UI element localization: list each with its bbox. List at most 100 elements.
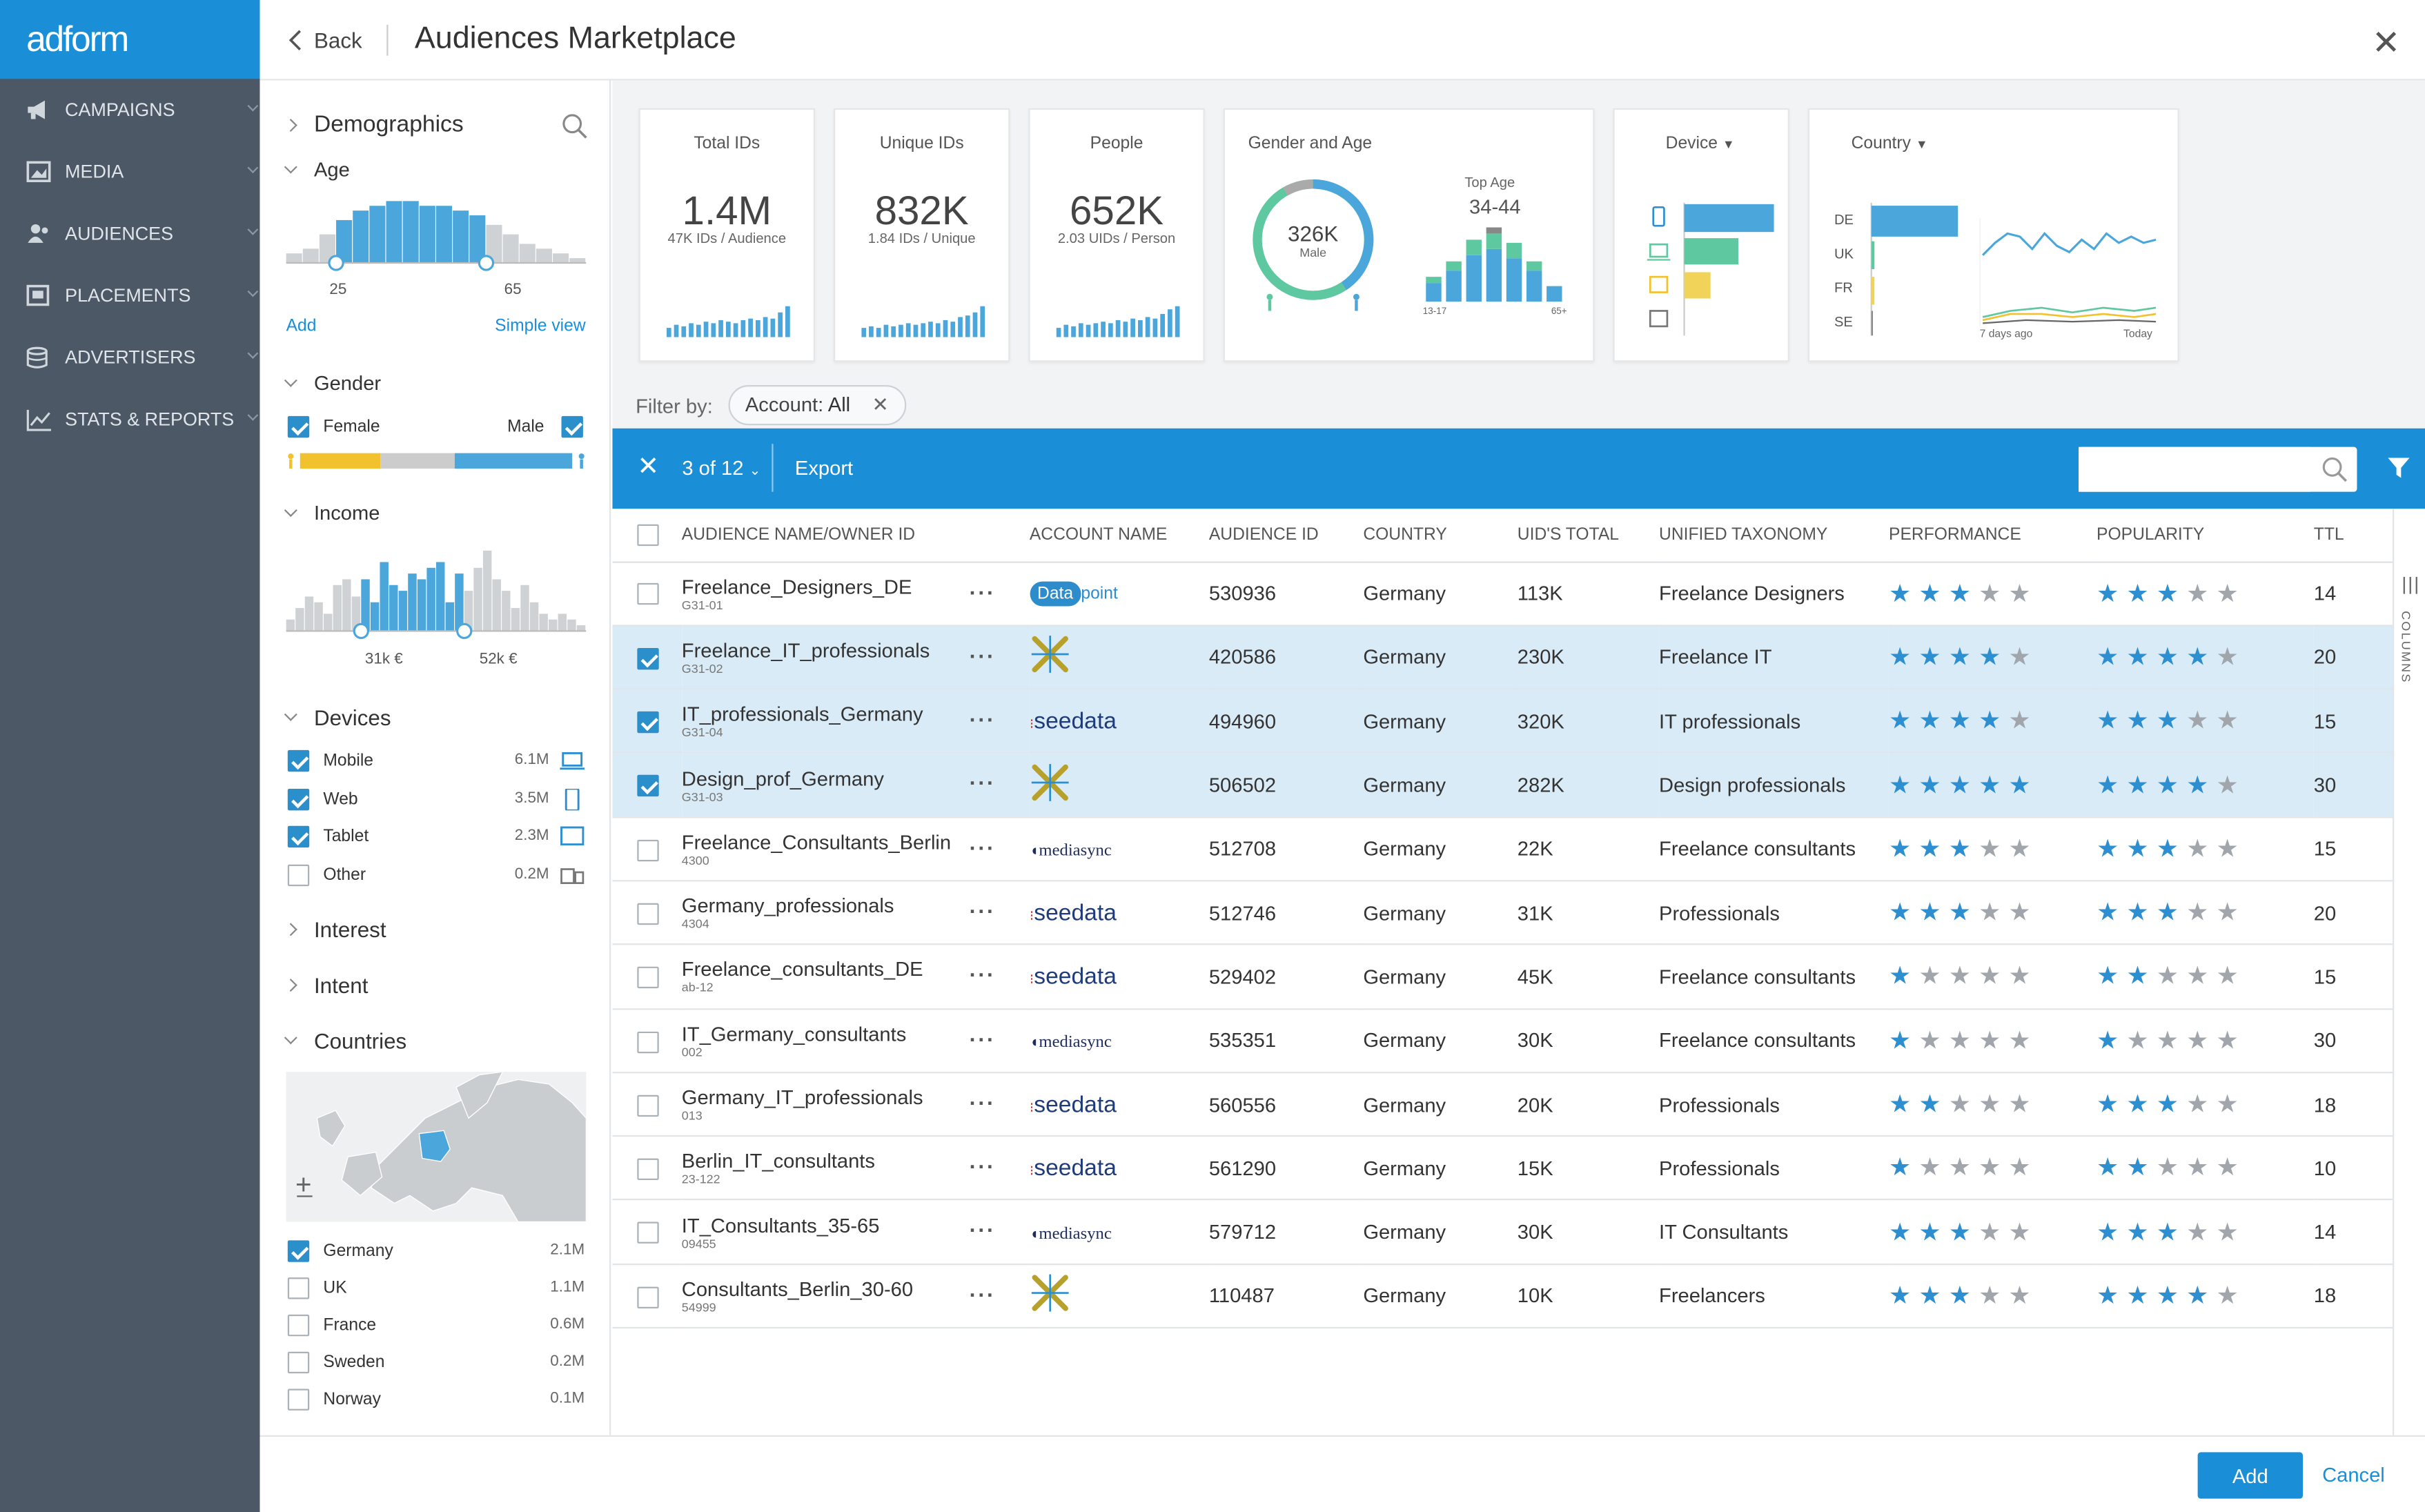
section-age[interactable]: Age <box>284 158 350 181</box>
more-options-icon[interactable]: ··· <box>969 579 996 605</box>
cancel-button[interactable]: Cancel <box>2322 1463 2385 1486</box>
table-row[interactable]: Berlin_IT_consultants 23-122 ··· ⁝seedata 56… <box>612 1136 2393 1201</box>
audience-name[interactable]: Freelance_IT_professionals <box>681 638 930 662</box>
audience-name[interactable]: Consultants_Berlin_30-60 <box>681 1277 914 1301</box>
row-checkbox[interactable] <box>637 1030 659 1053</box>
filter-icon[interactable] <box>2388 458 2410 479</box>
country-checkbox[interactable] <box>287 1277 310 1299</box>
nav-item-advertisers[interactable]: ADVERTISERS <box>0 326 260 389</box>
search-icon[interactable] <box>2321 456 2348 482</box>
row-checkbox[interactable] <box>637 1222 659 1244</box>
country-checkbox[interactable] <box>287 1351 310 1374</box>
more-options-icon[interactable]: ··· <box>969 1217 996 1243</box>
search-icon[interactable] <box>562 113 588 139</box>
section-intent[interactable]: Intent <box>284 973 368 998</box>
column-header[interactable]: UNIFIED TAXONOMY <box>1659 509 1889 562</box>
country-checkbox[interactable] <box>287 1240 310 1262</box>
gender-slider[interactable] <box>286 451 587 470</box>
close-icon[interactable]: ✕ <box>2371 23 2401 62</box>
row-checkbox[interactable] <box>637 1094 659 1117</box>
more-options-icon[interactable]: ··· <box>969 1154 996 1179</box>
audience-name[interactable]: Freelance_Designers_DE <box>681 574 912 598</box>
audience-name[interactable]: IT_Germany_consultants <box>681 1021 907 1045</box>
account-filter-pill[interactable]: Account: All ✕ <box>728 385 906 426</box>
table-row[interactable]: IT_Consultants_35-65 09455 ··· ◖mediasync 57… <box>612 1200 2393 1265</box>
section-countries[interactable]: Countries <box>284 1028 406 1053</box>
female-checkbox[interactable] <box>287 415 310 438</box>
column-header[interactable]: POPULARITY <box>2097 509 2314 562</box>
table-row[interactable]: Consultants_Berlin_30-60 54999 ··· 110487 Ge… <box>612 1264 2393 1329</box>
audience-name[interactable]: Germany_IT_professionals <box>681 1086 923 1109</box>
table-row[interactable]: Germany_professionals 4304 ··· ⁝seedata 5127… <box>612 881 2393 945</box>
table-search-input[interactable] <box>2079 446 2357 492</box>
table-row[interactable]: Freelance_Consultants_Berlin 4300 ··· ◖medi… <box>612 816 2393 882</box>
more-options-icon[interactable]: ··· <box>969 707 996 732</box>
simple-view-link[interactable]: Simple view <box>495 317 586 336</box>
more-options-icon[interactable]: ··· <box>969 962 996 988</box>
country-checkbox[interactable] <box>287 1388 310 1411</box>
remove-filter-icon[interactable]: ✕ <box>872 393 889 416</box>
nav-item-media[interactable]: MEDIA <box>0 141 260 203</box>
more-options-icon[interactable]: ··· <box>969 770 996 796</box>
clear-selection-icon[interactable]: ✕ <box>637 451 660 481</box>
table-row[interactable]: Design_prof_Germany G31-03 ··· 506502 German… <box>612 753 2393 818</box>
add-button[interactable]: Add <box>2197 1452 2303 1499</box>
more-options-icon[interactable]: ··· <box>969 1090 996 1115</box>
device-checkbox[interactable] <box>287 749 310 772</box>
row-checkbox[interactable] <box>637 839 659 861</box>
country-checkbox[interactable] <box>287 1314 310 1337</box>
device-dropdown[interactable]: Device ▼ <box>1666 135 1735 153</box>
nav-item-campaigns[interactable]: CAMPAIGNS <box>0 79 260 141</box>
audience-name[interactable]: Freelance_Consultants_Berlin <box>681 830 952 854</box>
audience-name[interactable]: IT_Consultants_35-65 <box>681 1213 880 1237</box>
audience-name[interactable]: Design_prof_Germany <box>681 766 884 790</box>
more-options-icon[interactable]: ··· <box>969 1282 996 1307</box>
range-handle[interactable] <box>456 622 473 640</box>
more-options-icon[interactable]: ··· <box>969 899 996 923</box>
nav-item-stats-reports[interactable]: STATS & REPORTS <box>0 389 260 451</box>
table-row[interactable]: IT_Germany_consultants 002 ··· ◖mediasync 53… <box>612 1008 2393 1074</box>
row-checkbox[interactable] <box>637 1158 659 1181</box>
search-field[interactable] <box>2079 446 2311 492</box>
table-row[interactable]: IT_professionals_Germany G31-04 ··· ⁝seedat… <box>612 689 2393 754</box>
table-row[interactable]: Freelance_consultants_DE ab-12 ··· ⁝seedata… <box>612 944 2393 1010</box>
column-header[interactable]: ACCOUNT NAME <box>1029 509 1209 562</box>
more-options-icon[interactable]: ··· <box>969 834 996 860</box>
table-row[interactable]: Germany_IT_professionals 013 ··· ⁝seedata 56… <box>612 1072 2393 1137</box>
add-link[interactable]: Add <box>286 317 317 336</box>
row-checkbox[interactable] <box>637 711 659 734</box>
zoom-out-icon[interactable] <box>297 1195 313 1197</box>
column-header[interactable]: COUNTRY <box>1363 509 1518 562</box>
row-checkbox[interactable] <box>637 647 659 669</box>
audience-name[interactable]: Freelance_consultants_DE <box>681 958 923 981</box>
income-histogram[interactable] <box>286 541 587 640</box>
section-income[interactable]: Income <box>284 501 380 524</box>
device-checkbox[interactable] <box>287 863 310 886</box>
country-dropdown[interactable]: Country ▼ <box>1852 135 1928 153</box>
select-all-checkbox[interactable] <box>637 524 659 546</box>
more-options-icon[interactable]: ··· <box>969 1026 996 1052</box>
europe-map[interactable] <box>286 1072 587 1222</box>
range-handle[interactable] <box>328 255 344 271</box>
table-row[interactable]: Freelance_IT_professionals G31-02 ··· 42058… <box>612 625 2393 690</box>
row-checkbox[interactable] <box>637 583 659 606</box>
column-header[interactable]: AUDIENCE ID <box>1208 509 1364 562</box>
audience-name[interactable]: Berlin_IT_consultants <box>681 1149 875 1173</box>
row-checkbox[interactable] <box>637 775 659 797</box>
male-checkbox[interactable] <box>561 415 583 438</box>
nav-item-audiences[interactable]: AUDIENCES <box>0 203 260 265</box>
section-gender[interactable]: Gender <box>284 371 381 394</box>
device-checkbox[interactable] <box>287 825 310 848</box>
back-button[interactable]: Back <box>286 23 389 55</box>
nav-item-placements[interactable]: PLACEMENTS <box>0 264 260 326</box>
section-devices[interactable]: Devices <box>284 705 391 730</box>
columns-panel-toggle[interactable]: COLUMNS <box>2392 509 2425 1435</box>
audience-name[interactable]: Germany_professionals <box>681 894 894 918</box>
selection-dropdown[interactable]: 3 of 12 ⌄ <box>682 456 760 480</box>
section-interest[interactable]: Interest <box>284 917 386 942</box>
row-checkbox[interactable] <box>637 967 659 989</box>
column-header[interactable]: UID'S TOTAL <box>1517 509 1660 562</box>
audience-name[interactable]: IT_professionals_Germany <box>681 702 923 726</box>
brand-logo[interactable]: adform <box>0 0 260 79</box>
more-options-icon[interactable]: ··· <box>969 642 996 668</box>
